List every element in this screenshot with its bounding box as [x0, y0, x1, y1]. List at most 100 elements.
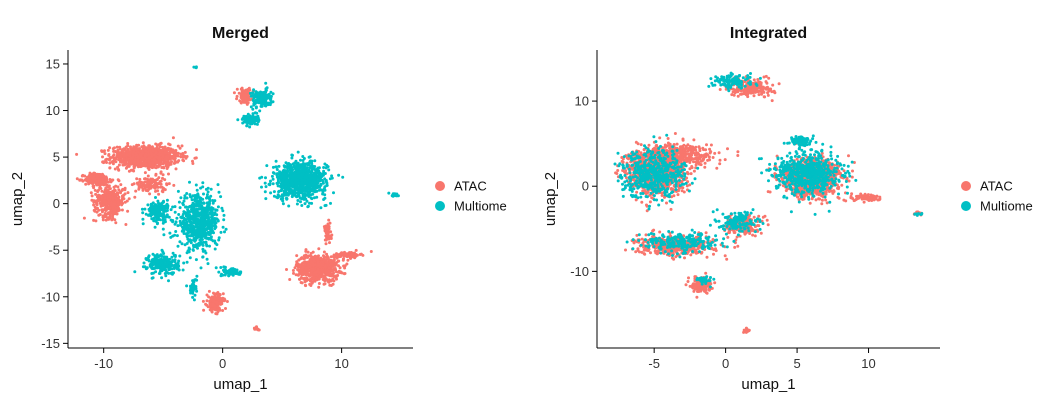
data-point [110, 212, 113, 215]
data-point [210, 206, 213, 209]
data-point [217, 294, 220, 297]
data-point [128, 152, 131, 155]
data-point [105, 184, 108, 187]
data-point [341, 176, 344, 179]
data-point [221, 209, 224, 212]
data-point [355, 249, 358, 252]
data-point [208, 290, 211, 293]
data-point [191, 292, 194, 295]
data-point [191, 234, 194, 237]
data-point [133, 182, 136, 185]
data-point [280, 198, 283, 201]
data-point [156, 165, 159, 168]
data-point [236, 95, 239, 98]
data-point [295, 254, 298, 257]
data-point [284, 165, 287, 168]
data-point [208, 202, 211, 205]
data-point [293, 162, 296, 165]
data-point [297, 194, 300, 197]
data-point [327, 223, 330, 226]
data-point [175, 167, 178, 170]
data-point [184, 224, 187, 227]
data-point [142, 265, 145, 268]
data-point [234, 271, 237, 274]
data-point [104, 152, 107, 155]
data-point [146, 178, 149, 181]
data-point [304, 202, 307, 205]
data-point [319, 275, 322, 278]
data-point [195, 275, 198, 278]
data-point [116, 146, 119, 149]
data-point [92, 177, 95, 180]
data-point [313, 264, 316, 267]
data-point [194, 196, 197, 199]
data-point [310, 252, 313, 255]
y-tick-label: 15 [46, 56, 60, 71]
data-point [169, 157, 172, 160]
data-point [212, 292, 215, 295]
data-point [84, 183, 87, 186]
data-point [150, 147, 153, 150]
data-point [98, 198, 101, 201]
data-point [298, 270, 301, 273]
data-point [320, 264, 323, 267]
data-point [272, 178, 275, 181]
data-point [308, 174, 311, 177]
data-point [174, 230, 177, 233]
data-point [328, 241, 331, 244]
data-point [176, 224, 179, 227]
data-point [198, 234, 201, 237]
data-point [157, 176, 160, 179]
x-tick-label: 0 [219, 356, 226, 371]
data-point [93, 209, 96, 212]
data-point [203, 228, 206, 231]
data-point [304, 280, 307, 283]
data-point [303, 264, 306, 267]
data-point [156, 253, 159, 256]
data-point [324, 259, 327, 262]
data-point [323, 251, 326, 254]
data-point [261, 98, 264, 101]
data-point [302, 195, 305, 198]
data-point [132, 147, 135, 150]
data-point [186, 211, 189, 214]
data-point [182, 213, 185, 216]
data-point [240, 101, 243, 104]
data-point [313, 159, 316, 162]
data-point [172, 136, 175, 139]
data-point [186, 261, 189, 264]
data-point [216, 291, 219, 294]
data-point [299, 265, 302, 268]
data-point [255, 112, 258, 115]
data-point [178, 255, 181, 258]
data-point [215, 301, 218, 304]
data-point [164, 158, 167, 161]
data-point [202, 207, 205, 210]
data-point [193, 298, 196, 301]
data-point [222, 226, 225, 229]
data-point [201, 198, 204, 201]
data-point [122, 194, 125, 197]
data-point [101, 155, 104, 158]
data-point [154, 181, 157, 184]
data-point [337, 174, 340, 177]
data-point [273, 190, 276, 193]
data-point [219, 266, 222, 269]
data-point [211, 214, 214, 217]
data-point [188, 250, 191, 253]
data-point [95, 203, 98, 206]
data-point [90, 191, 93, 194]
data-point [135, 152, 138, 155]
data-point [147, 150, 150, 153]
data-point [105, 177, 108, 180]
data-point [301, 281, 304, 284]
data-point [200, 266, 203, 269]
data-point [196, 189, 199, 192]
data-point [208, 245, 211, 248]
data-point [317, 247, 320, 250]
data-point [186, 235, 189, 238]
data-point [318, 282, 321, 285]
data-point [288, 278, 291, 281]
data-point [164, 263, 167, 266]
data-point [106, 181, 109, 184]
